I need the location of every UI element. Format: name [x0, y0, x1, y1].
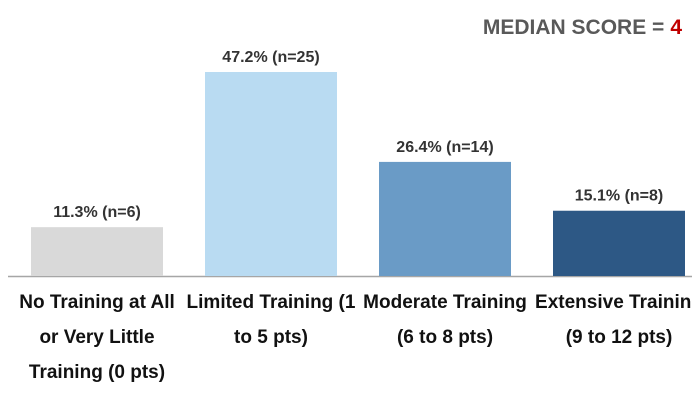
- value-label: 47.2% (n=25): [222, 49, 319, 66]
- category-label: Extensive Training (9 to 12 pts): [535, 292, 692, 348]
- category-label: Moderate Training (6 to 8 pts): [363, 292, 527, 348]
- median-score: MEDIAN SCORE = 4: [483, 16, 682, 40]
- bar: [379, 161, 511, 276]
- value-label: 11.3% (n=6): [53, 204, 141, 221]
- category-label: No Training at All or Very Little Traini…: [19, 292, 175, 383]
- value-label: 15.1% (n=8): [575, 188, 663, 205]
- category-label: Limited Training (1 to 5 pts): [186, 292, 356, 348]
- value-label: 26.4% (n=14): [396, 139, 493, 156]
- median-value: 4: [670, 16, 682, 39]
- bar: [31, 227, 163, 276]
- bar: [553, 210, 685, 276]
- bar: [205, 72, 337, 276]
- median-label: MEDIAN SCORE =: [482, 16, 665, 39]
